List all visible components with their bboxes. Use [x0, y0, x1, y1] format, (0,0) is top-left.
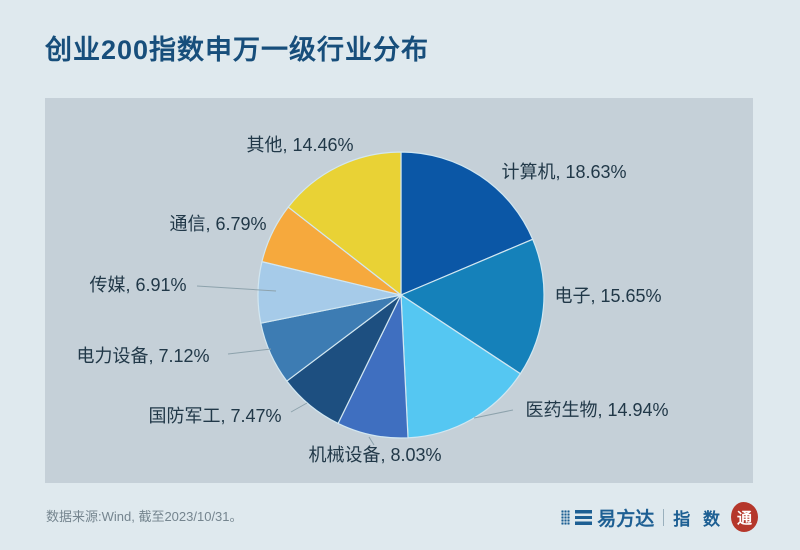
slice-label: 计算机, 18.63% — [501, 162, 627, 182]
slice-label: 通信, 6.79% — [169, 214, 267, 234]
leader-line — [227, 348, 272, 355]
pie-chart — [196, 151, 545, 446]
pie-slice — [287, 151, 402, 296]
slice-label: 电子, 15.65% — [554, 286, 662, 306]
data-source: 数据来源:Wind, 截至2023/10/31。 — [46, 509, 243, 524]
leader-line — [196, 285, 277, 292]
slice-label: 传媒, 6.91% — [89, 275, 187, 295]
logo-divider — [663, 508, 665, 526]
pie-slice — [400, 151, 534, 296]
pie-slice — [400, 294, 521, 439]
chart-panel: 计算机, 18.63% 电子, 15.65% 医药生物, 14.94% 机械设备, 8… — [45, 98, 753, 483]
slice-label: 电力设备, 7.12% — [76, 346, 210, 366]
brand-suffix: 指 数 — [673, 509, 724, 529]
seal-icon: 通 — [731, 502, 758, 532]
halftone-dots-icon — [561, 509, 571, 525]
leader-line — [473, 409, 514, 419]
slice-label: 国防军工, 7.47% — [148, 406, 282, 426]
pie-slice — [400, 238, 545, 375]
slice-label: 机械设备, 8.03% — [308, 445, 442, 465]
brand-name: 易方达 — [597, 508, 655, 530]
efund-logo: 易方达 指 数 通 — [561, 501, 758, 533]
page-title: 创业200指数申万一级行业分布 — [45, 35, 430, 65]
efund-logo-icon — [575, 509, 593, 525]
slice-label: 其他, 14.46% — [246, 135, 354, 155]
leader-line — [290, 402, 308, 413]
leader-line — [368, 436, 375, 446]
slice-label: 医药生物, 14.94% — [525, 400, 669, 420]
